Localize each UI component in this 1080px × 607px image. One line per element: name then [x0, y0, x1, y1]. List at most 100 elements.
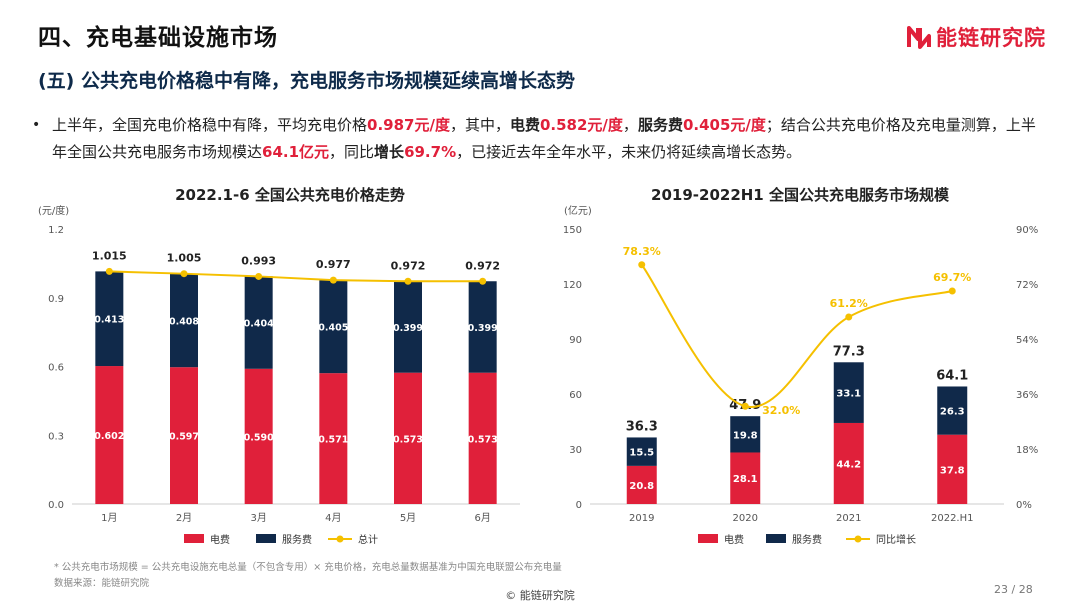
bar-service-fee [170, 273, 198, 368]
service-label: 服务费 [637, 116, 683, 134]
total-label: 0.977 [316, 258, 351, 271]
growth-label: 61.2% [830, 297, 868, 310]
summary-text: ，已接近去年全年水平，未来仍将延续高增长态势。 [456, 143, 802, 161]
service-fee-label: 0.413 [94, 315, 124, 326]
legend-label: 电费 [210, 533, 230, 546]
legend-label: 服务费 [792, 533, 822, 546]
total-label: 0.993 [241, 254, 276, 267]
bar-service-fee [394, 281, 422, 373]
growth-value: 69.7% [404, 143, 457, 161]
elec-fee-label: 20.8 [629, 481, 654, 492]
elec-value: 0.582元/度 [539, 116, 623, 134]
bar-service-fee [626, 437, 657, 466]
total-point [479, 277, 487, 285]
brand-logo: 能链研究院 [906, 22, 1046, 52]
summary-text: ，其中， [449, 116, 510, 134]
total-label: 1.005 [167, 252, 202, 265]
page-number: 23 / 28 [994, 583, 1033, 596]
service-fee-label: 0.404 [244, 319, 274, 330]
bar-service-fee [319, 280, 348, 374]
summary-text: ， [622, 116, 638, 134]
y-axis-unit: (亿元) [564, 204, 592, 217]
x-tick-label: 2021 [836, 513, 861, 524]
x-tick-label: 6月 [474, 512, 490, 524]
y-tick-label: 0.6 [48, 363, 64, 374]
elec-fee-label: 0.571 [318, 435, 348, 446]
growth-label: 32.0% [762, 404, 800, 417]
summary-bullet: • 上半年，全国充电价格稳中有降，平均充电价格0.987元/度，其中，电费0.5… [30, 112, 1040, 166]
total-label: 64.1 [936, 368, 968, 383]
y-tick-label: 0.3 [48, 431, 64, 442]
total-point [105, 267, 113, 275]
growth-label: 78.3% [623, 245, 661, 258]
y-tick-label: 90 [569, 335, 582, 346]
legend-label: 服务费 [282, 533, 312, 546]
growth-point [638, 261, 646, 269]
legend-swatch-total-dot [336, 535, 344, 543]
bar-elec-fee [244, 368, 273, 504]
copyright: © 能链研究院 [505, 589, 575, 602]
bar-service-fee [244, 276, 273, 369]
x-tick-label: 2019 [629, 513, 654, 524]
elec-fee-label: 37.8 [940, 465, 965, 476]
summary-text: 上半年，全国充电价格稳中有降，平均充电价格 [52, 116, 368, 134]
elec-fee-label: 0.590 [244, 432, 274, 443]
legend-swatch-elec [184, 534, 204, 543]
service-fee-label: 15.5 [629, 448, 654, 459]
market-size: 64.1亿元 [262, 143, 330, 161]
bar-elec-fee [394, 372, 422, 504]
y-tick-label: 0.0 [48, 500, 64, 511]
y2-tick-label: 0% [1016, 500, 1032, 511]
y2-tick-label: 72% [1016, 280, 1038, 291]
growth-point [845, 313, 853, 321]
x-tick-label: 5月 [400, 512, 416, 524]
total-label: 77.3 [833, 344, 865, 359]
y2-tick-label: 54% [1016, 335, 1038, 346]
summary-text: ，同比 [329, 143, 375, 161]
x-tick-label: 4月 [325, 512, 341, 524]
total-label: 0.972 [465, 259, 500, 272]
chart2-title: 2019-2022H1 全国公共充电服务市场规模 [651, 186, 949, 204]
x-tick-label: 2020 [733, 513, 758, 524]
total-label: 0.972 [391, 259, 426, 272]
price-trend-chart: (元/度) 0.0 0.3 0.6 0.9 1.2 0.602 0.413 1月 0.597 0.4… [38, 204, 520, 546]
bar-elec-fee [468, 372, 497, 504]
total-label: 1.015 [92, 249, 127, 262]
avg-price: 0.987元/度 [367, 116, 450, 134]
total-point [255, 272, 263, 280]
service-fee-label: 0.405 [318, 323, 348, 334]
legend-swatch-elec [698, 534, 718, 543]
service-fee-label: 26.3 [940, 407, 965, 418]
bar-elec-fee [95, 366, 124, 504]
bullet-dot: • [32, 117, 41, 133]
service-fee-label: 0.399 [468, 323, 498, 334]
y-tick-label: 0 [576, 500, 582, 511]
service-fee-label: 19.8 [733, 430, 758, 441]
elec-fee-label: 0.573 [468, 434, 498, 445]
y2-tick-label: 90% [1016, 225, 1038, 236]
total-point [329, 276, 337, 284]
y-tick-label: 150 [563, 225, 582, 236]
y2-tick-label: 36% [1016, 390, 1038, 401]
brand-mark-icon [907, 26, 931, 49]
x-tick-label: 1月 [101, 512, 117, 524]
bar-service-fee [937, 386, 968, 435]
legend-label: 电费 [724, 533, 744, 546]
elec-label: 电费 [509, 116, 540, 134]
service-value: 0.405元/度 [682, 116, 766, 134]
legend-label: 总计 [358, 533, 378, 546]
y-tick-label: 120 [563, 280, 582, 291]
legend-swatch-service [256, 534, 276, 543]
y-tick-label: 1.2 [48, 225, 64, 236]
footnote: * 公共充电市场规模 = 公共充电设施充电总量（不包含专用）× 充电价格，充电总… [54, 562, 562, 573]
total-label: 36.3 [626, 419, 658, 434]
elec-fee-label: 0.597 [169, 432, 199, 443]
total-point [180, 270, 188, 278]
y-tick-label: 60 [569, 390, 582, 401]
legend-swatch-growth-dot [854, 535, 862, 543]
service-fee-label: 33.1 [836, 389, 861, 400]
bar-elec-fee [833, 422, 864, 504]
bar-service-fee [730, 416, 761, 453]
x-tick-label: 2022.H1 [931, 513, 974, 524]
growth-point [948, 287, 956, 295]
